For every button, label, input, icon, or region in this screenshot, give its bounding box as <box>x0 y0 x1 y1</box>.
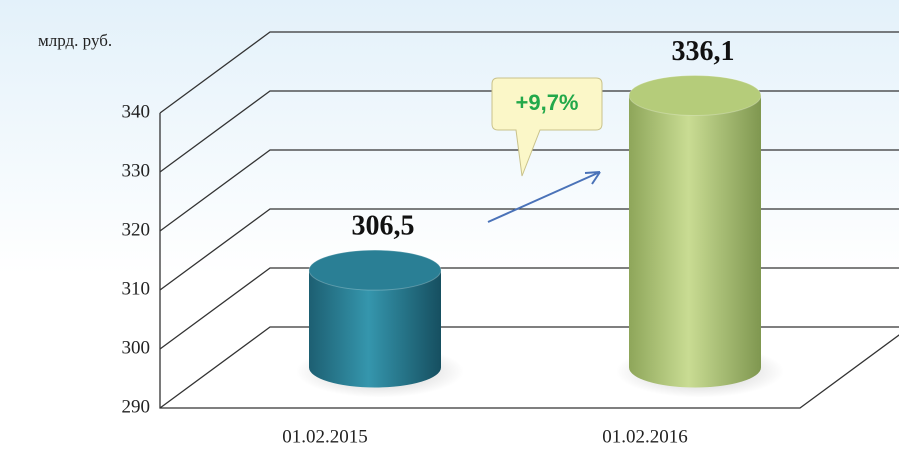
y-tick-label: 290 <box>122 396 151 417</box>
bar-top <box>628 75 762 117</box>
y-tick-label: 320 <box>122 219 151 240</box>
bar <box>309 270 441 388</box>
x-tick-label: 01.02.2016 <box>602 426 688 447</box>
bar <box>629 95 761 388</box>
annotation: +9,7% <box>516 90 579 115</box>
x-tick-label: 01.02.2015 <box>282 426 368 447</box>
value-label: 306,5 <box>352 211 415 242</box>
unit-label: млрд. руб. <box>38 31 112 50</box>
y-tick-label: 340 <box>122 101 151 122</box>
grid-line <box>159 31 899 114</box>
callout <box>491 77 603 177</box>
y-tick-label: 310 <box>122 278 151 299</box>
y-tick-label: 330 <box>122 160 151 181</box>
bar-top <box>308 249 442 291</box>
y-tick-label: 300 <box>122 337 151 358</box>
trend-arrow <box>487 171 601 223</box>
floor <box>159 113 899 409</box>
value-label: 336,1 <box>672 36 735 67</box>
